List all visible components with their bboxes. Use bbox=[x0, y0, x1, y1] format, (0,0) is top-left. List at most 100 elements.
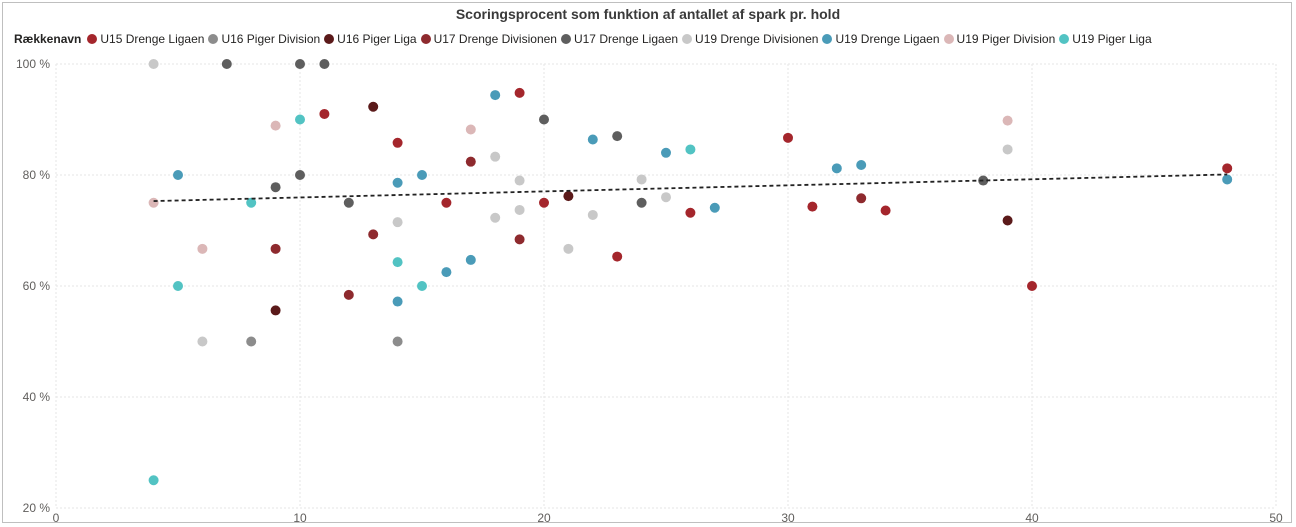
legend-item-u15-drenge-ligaen[interactable]: U15 Drenge Ligaen bbox=[87, 32, 204, 46]
data-point bbox=[270, 305, 281, 316]
data-point bbox=[295, 59, 305, 69]
legend-dot-icon bbox=[682, 34, 693, 44]
legend-dot-icon bbox=[87, 34, 98, 44]
data-point bbox=[563, 191, 574, 202]
legend-item-u17-drenge-ligaen[interactable]: U17 Drenge Ligaen bbox=[560, 32, 679, 46]
data-point bbox=[295, 170, 305, 180]
data-point bbox=[173, 170, 183, 180]
x-tick-label: 0 bbox=[53, 511, 60, 525]
data-point bbox=[612, 131, 623, 142]
data-point bbox=[612, 251, 623, 262]
data-point bbox=[661, 192, 671, 203]
x-tick-label: 50 bbox=[1269, 511, 1283, 525]
legend-item-u19-piger-liga[interactable]: U19 Piger Liga bbox=[1059, 32, 1152, 46]
legend-item-u16-piger-division[interactable]: U16 Piger Division bbox=[208, 32, 320, 46]
y-tick-label: 100 % bbox=[16, 57, 50, 71]
data-point bbox=[392, 217, 403, 228]
data-point bbox=[1222, 174, 1233, 185]
legend-dot-icon bbox=[420, 34, 431, 44]
data-point bbox=[368, 229, 379, 240]
legend-dot-icon bbox=[943, 34, 954, 44]
legend-label: U17 Drenge Divisionen bbox=[433, 32, 557, 46]
data-point bbox=[514, 175, 525, 186]
data-point bbox=[490, 151, 501, 162]
x-tick-label: 40 bbox=[1025, 511, 1039, 525]
data-point bbox=[246, 336, 257, 347]
data-point bbox=[392, 296, 403, 307]
x-tick-label: 30 bbox=[781, 511, 795, 525]
data-point bbox=[295, 114, 305, 125]
data-point bbox=[490, 212, 501, 223]
legend-label: U16 Piger Division bbox=[221, 32, 321, 46]
data-point bbox=[1002, 215, 1013, 226]
legend-dot-icon bbox=[822, 34, 833, 44]
data-point bbox=[343, 197, 354, 208]
data-point bbox=[465, 254, 476, 265]
data-point bbox=[270, 182, 281, 193]
legend-item-u16-piger-liga[interactable]: U16 Piger Liga bbox=[324, 32, 417, 46]
legend-label: U19 Piger Liga bbox=[1072, 32, 1152, 46]
x-tick-label: 10 bbox=[293, 511, 307, 525]
data-point bbox=[441, 197, 452, 208]
data-point bbox=[392, 336, 403, 347]
legend-label: U17 Drenge Ligaen bbox=[573, 32, 679, 46]
y-tick-label: 60 % bbox=[23, 279, 51, 293]
legend-title: Rækkenavn bbox=[14, 32, 82, 46]
legend-dot-icon bbox=[560, 34, 571, 44]
data-point bbox=[319, 108, 330, 119]
data-point bbox=[587, 209, 598, 220]
trend-line bbox=[153, 173, 1228, 202]
legend-item-u19-piger-division[interactable]: U19 Piger Division bbox=[943, 32, 1055, 46]
legend-label: U16 Piger Liga bbox=[337, 32, 417, 46]
data-point bbox=[465, 156, 476, 167]
data-point bbox=[563, 243, 574, 254]
data-point bbox=[392, 177, 403, 188]
data-point bbox=[1222, 163, 1233, 174]
legend-label: U19 Drenge Divisionen bbox=[695, 32, 819, 46]
data-point bbox=[514, 234, 525, 245]
data-point bbox=[661, 147, 671, 158]
data-point bbox=[148, 475, 159, 486]
legend-item-u19-drenge-ligaen[interactable]: U19 Drenge Ligaen bbox=[822, 32, 940, 46]
data-point bbox=[831, 163, 842, 174]
data-point bbox=[173, 281, 183, 291]
y-tick-label: 80 % bbox=[23, 168, 51, 182]
y-tick-label: 20 % bbox=[23, 501, 51, 515]
data-point bbox=[539, 114, 549, 125]
data-point bbox=[197, 243, 208, 254]
data-point bbox=[1002, 115, 1013, 126]
data-point bbox=[856, 160, 867, 171]
data-point bbox=[514, 87, 525, 98]
data-point bbox=[221, 59, 232, 69]
data-point bbox=[636, 174, 647, 185]
data-point bbox=[392, 257, 403, 268]
data-point bbox=[587, 134, 598, 145]
data-point bbox=[343, 289, 354, 300]
x-tick-label: 20 bbox=[537, 511, 551, 525]
data-point bbox=[319, 59, 330, 69]
legend-label: U15 Drenge Ligaen bbox=[100, 32, 205, 46]
data-point bbox=[514, 204, 525, 215]
data-point bbox=[392, 137, 403, 148]
data-point bbox=[709, 202, 720, 213]
legend: Rækkenavn U15 Drenge Ligaen U16 Piger Di… bbox=[14, 31, 1156, 47]
legend-item-u17-drenge-divisionen[interactable]: U17 Drenge Divisionen bbox=[420, 32, 557, 46]
data-point bbox=[417, 281, 427, 291]
legend-label: U19 Drenge Ligaen bbox=[835, 32, 940, 46]
y-tick-label: 40 % bbox=[23, 390, 51, 404]
data-point bbox=[685, 144, 696, 155]
legend-dot-icon bbox=[324, 34, 335, 44]
data-point bbox=[783, 132, 793, 143]
data-point bbox=[270, 243, 281, 254]
data-point bbox=[148, 197, 159, 208]
legend-item-u19-drenge-divisionen[interactable]: U19 Drenge Divisionen bbox=[682, 32, 818, 46]
data-point bbox=[441, 267, 452, 278]
legend-dot-icon bbox=[208, 34, 219, 44]
data-point bbox=[1027, 281, 1037, 291]
data-point bbox=[490, 90, 501, 101]
data-point bbox=[1002, 144, 1013, 155]
data-point bbox=[539, 197, 549, 208]
data-point bbox=[807, 201, 818, 212]
